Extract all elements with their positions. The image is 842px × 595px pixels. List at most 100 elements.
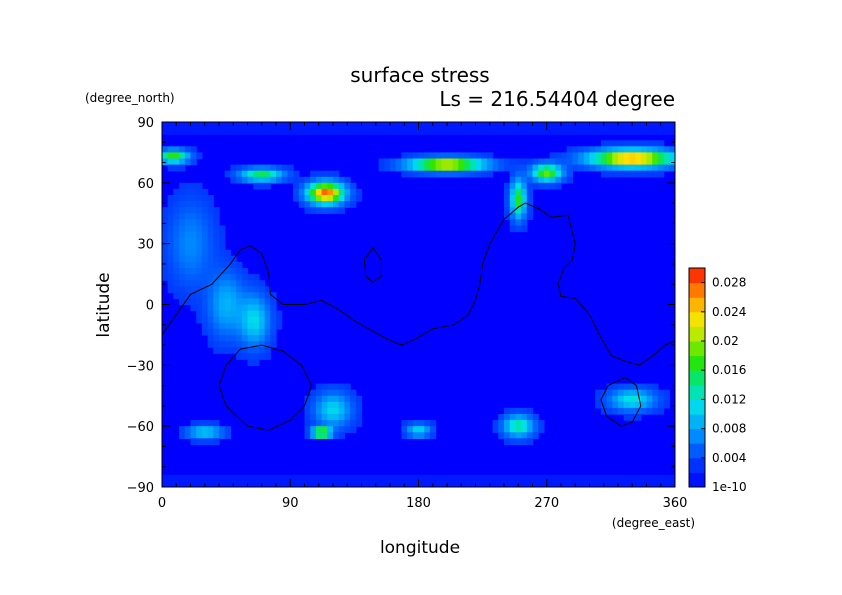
heatmap-cell — [504, 158, 511, 166]
x-tick-label: 180 — [406, 496, 431, 511]
heatmap-cell — [663, 401, 670, 409]
heatmap-cell — [589, 164, 596, 172]
heatmap-cell — [258, 176, 266, 184]
heatmap-cell — [583, 152, 591, 160]
heatmap-cell — [190, 207, 197, 214]
heatmap-cell — [241, 328, 249, 336]
heatmap-cell — [253, 328, 260, 336]
heatmap-cell — [629, 474, 636, 482]
contour-loop-west — [218, 344, 313, 431]
heatmap-cell — [241, 274, 249, 281]
heatmap-cell — [555, 158, 562, 166]
heatmap-cell — [566, 146, 573, 153]
heatmap-cell — [350, 480, 357, 487]
heatmap-cell — [640, 122, 648, 129]
heatmap-cell — [629, 140, 636, 147]
heatmap-cell — [629, 401, 636, 409]
heatmap-cell — [441, 152, 448, 160]
heatmap-cell — [412, 480, 420, 487]
heatmap-cell — [549, 182, 556, 190]
heatmap-cell — [213, 292, 220, 299]
heatmap-cell — [618, 164, 625, 172]
heatmap-cell — [258, 280, 266, 287]
heatmap-cell — [441, 480, 448, 487]
heatmap-cell — [219, 347, 226, 354]
heatmap-cell — [321, 182, 328, 190]
heatmap-cell — [293, 188, 300, 196]
heatmap-cell — [384, 128, 391, 135]
heatmap-cell — [458, 170, 465, 178]
x-tick-label: 360 — [663, 496, 688, 511]
heatmap-cell — [532, 176, 539, 184]
heatmap-cell — [173, 268, 180, 275]
chart-subtitle: Ls = 216.54404 degree — [439, 87, 675, 111]
heatmap-cell — [481, 152, 488, 160]
heatmap-cell — [224, 280, 231, 287]
heatmap-cell — [646, 158, 653, 166]
heatmap-cell — [498, 420, 505, 427]
heatmap-cell — [201, 207, 209, 214]
heatmap-cell — [635, 122, 642, 129]
heatmap-cell — [167, 255, 174, 263]
heatmap-cell — [333, 474, 340, 482]
heatmap-cell — [344, 395, 351, 403]
colorbar-labels: 0.028 0.024 0.02 0.016 0.012 0.008 0.004 1e-10 — [701, 276, 747, 494]
heatmap-cell — [253, 280, 260, 287]
heatmap-cell — [224, 249, 231, 257]
heatmap-cell — [509, 182, 516, 190]
heatmap-cell — [509, 480, 516, 487]
heatmap-cell — [167, 195, 174, 202]
heatmap-cell — [281, 176, 288, 184]
heatmap-cell — [464, 164, 471, 172]
heatmap-cell — [669, 164, 675, 172]
heatmap-cell — [606, 389, 613, 397]
heatmap-cell — [344, 383, 351, 391]
heatmap-cell — [230, 474, 237, 482]
heatmap-cell — [173, 207, 180, 214]
heatmap-cell — [515, 176, 522, 184]
heatmap-cell — [190, 237, 197, 245]
heatmap-cell — [600, 170, 608, 178]
heatmap-cell — [646, 383, 653, 391]
heatmap-cell — [606, 128, 613, 135]
heatmap-cell — [595, 480, 602, 487]
heatmap-cell — [538, 122, 545, 129]
heatmap-cell — [207, 322, 214, 330]
heatmap-cell — [333, 195, 340, 202]
heatmap-cell — [612, 146, 619, 153]
heatmap-cell — [162, 128, 169, 135]
heatmap-cell — [566, 152, 573, 160]
heatmap-cell — [407, 426, 414, 433]
heatmap-cell — [201, 474, 209, 482]
heatmap-cell — [549, 170, 556, 178]
heatmap-cell — [640, 152, 648, 160]
heatmap-cell — [241, 164, 249, 172]
heatmap-cell — [207, 426, 214, 433]
heatmap-cell — [543, 182, 551, 190]
heatmap-cell — [241, 353, 249, 360]
heatmap-cell — [173, 201, 180, 208]
heatmap-cell — [179, 255, 186, 263]
heatmap-cell — [578, 480, 585, 487]
heatmap-cell — [315, 414, 323, 421]
heatmap-cell — [561, 158, 568, 166]
heatmap-cell — [458, 128, 465, 135]
heatmap-cell — [179, 188, 186, 196]
heatmap-cell — [219, 432, 226, 439]
y-tick-label: 30 — [137, 238, 154, 253]
heatmap-cell — [201, 261, 209, 269]
heatmap-cell — [595, 122, 602, 129]
heatmap-cell — [629, 414, 636, 421]
heatmap-cell — [395, 474, 402, 482]
heatmap-cell — [640, 474, 648, 482]
heatmap-cell — [333, 176, 340, 184]
heatmap-cell — [207, 474, 214, 482]
heatmap-cell — [304, 182, 311, 190]
colorbar-label: 0.024 — [712, 305, 746, 319]
heatmap-cell — [657, 164, 665, 172]
heatmap-cell — [213, 316, 220, 324]
heatmap-cell — [464, 480, 471, 487]
heatmap-cell — [475, 164, 482, 172]
heatmap-cell — [196, 432, 203, 439]
heatmap-cell — [646, 474, 653, 482]
